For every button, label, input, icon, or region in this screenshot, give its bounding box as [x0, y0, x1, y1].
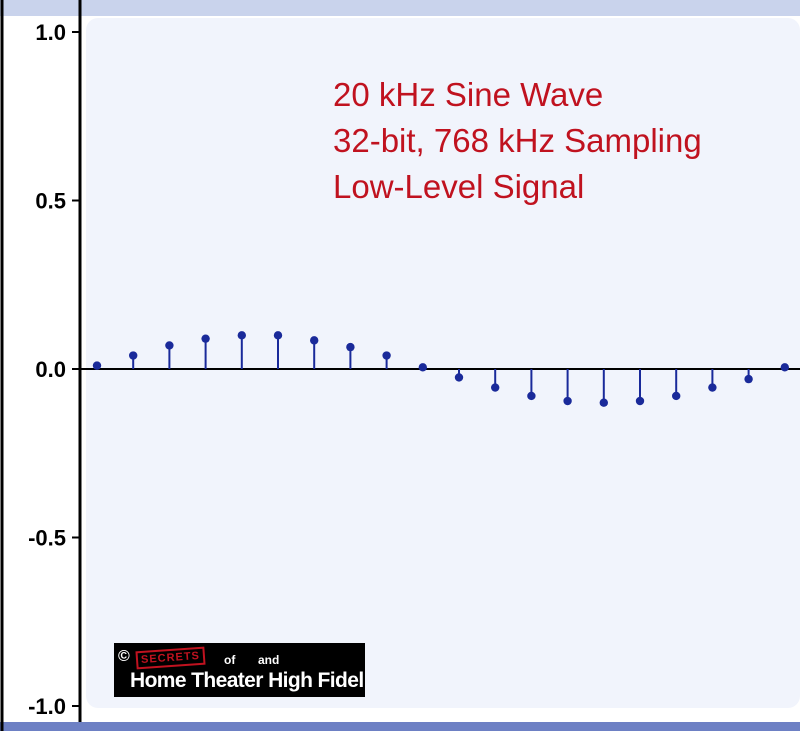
annotation-line: Low-Level Signal	[333, 168, 584, 205]
logo-stamp: SECRETS	[135, 646, 206, 670]
logo-of: of	[224, 653, 236, 667]
logo-and: and	[258, 653, 280, 667]
watermark-logo: © SECRETS of and Home Theater High Fidel…	[114, 643, 365, 697]
stem-point	[418, 363, 427, 372]
stem-point	[273, 331, 283, 340]
stem-point	[201, 334, 210, 343]
stem-point	[672, 391, 681, 401]
y-tick-label: -1.0	[28, 694, 66, 719]
logo-text: Home Theater High Fidelity	[130, 669, 365, 692]
y-tick-label: -0.5	[28, 526, 66, 551]
y-ticks: 1.0 0.5 0.0 -0.5 -1.0	[28, 20, 80, 719]
top-band	[0, 0, 800, 16]
stem-point	[708, 383, 717, 392]
stem-point	[92, 361, 102, 370]
stem-point	[382, 351, 391, 360]
annotation-line: 32-bit, 768 kHz Sampling	[333, 122, 702, 159]
stem-point	[310, 336, 319, 345]
stem-point	[346, 342, 355, 352]
chart-annotation: 20 kHz Sine Wave 32-bit, 768 kHz Sampling…	[333, 76, 702, 205]
bottom-band	[0, 722, 800, 731]
stem-point	[563, 396, 572, 406]
stem-point	[527, 391, 536, 401]
copyright-symbol: ©	[118, 648, 130, 665]
stem-point	[635, 396, 645, 406]
stem-point	[165, 341, 174, 350]
annotation-line: 20 kHz Sine Wave	[333, 76, 603, 113]
stem-point	[129, 351, 138, 360]
y-tick-label: 0.5	[35, 189, 66, 214]
stem-point	[744, 374, 753, 384]
y-tick-label: 0.0	[35, 357, 66, 382]
stem-point	[599, 398, 608, 407]
stem-point	[237, 331, 246, 340]
stem-point	[491, 383, 500, 392]
stem-point	[454, 373, 464, 382]
plot-background	[86, 18, 800, 708]
stem-series	[92, 331, 789, 407]
stem-point	[780, 363, 789, 372]
y-tick-label: 1.0	[35, 20, 66, 45]
